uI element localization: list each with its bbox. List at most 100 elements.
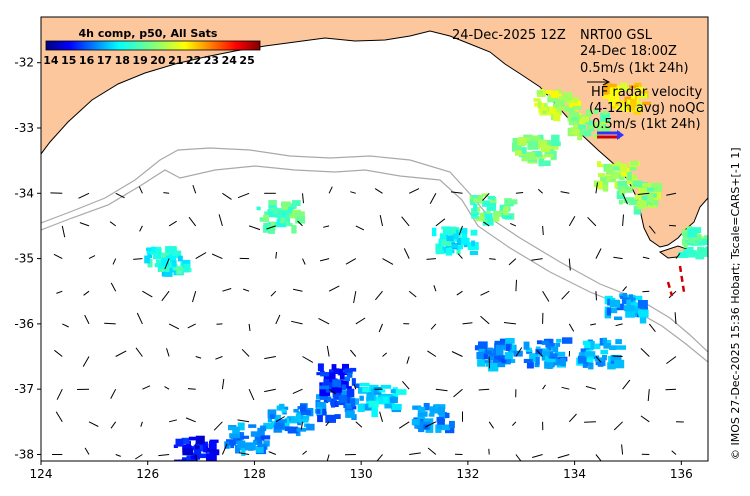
sst-patch: [602, 82, 651, 115]
y-axis: -32 -33 -34 -35 -36 -37 -38: [14, 56, 41, 461]
current-vector: [666, 356, 677, 365]
hf-radar-track: [666, 265, 686, 297]
current-vector: [166, 348, 170, 357]
colorbar-title: 4h comp, p50, All Sats: [79, 27, 218, 40]
colorbar-tick-label: 19: [132, 54, 147, 67]
y-tick-label: -33: [14, 121, 34, 135]
current-vector: [532, 454, 543, 458]
hf-title-label: HF radar velocity: [591, 85, 703, 100]
current-vector: [622, 193, 628, 205]
current-vector: [568, 323, 575, 332]
credit-label: © IMOS 27-Dec-2025 15:36 Hobart; Tscale=…: [729, 147, 742, 460]
current-vector: [355, 421, 363, 428]
sst-patch: [469, 193, 518, 226]
current-vector: [515, 454, 522, 461]
sst-patch: [357, 382, 407, 418]
current-vector: [355, 317, 366, 325]
current-vector: [164, 386, 170, 390]
sst-patch: [678, 226, 708, 260]
current-vector: [478, 388, 490, 391]
current-vector: [211, 253, 223, 260]
current-vector: [275, 416, 285, 423]
current-vector: [140, 421, 143, 427]
current-vector: [382, 258, 394, 265]
current-vector: [613, 256, 623, 260]
sst-patch: [411, 403, 455, 434]
current-vector: [115, 454, 121, 457]
sst-patch: [316, 363, 360, 398]
current-vector: [542, 384, 546, 390]
current-vector: [508, 258, 517, 266]
current-vector: [557, 454, 570, 459]
current-vector: [243, 288, 250, 292]
current-vector: [450, 191, 463, 194]
current-vector: [187, 388, 196, 390]
station-label: NRT00 GSL: [580, 28, 653, 43]
current-vector: [542, 290, 550, 302]
y-tick-label: -34: [14, 186, 34, 200]
colorbar-tick-label: 25: [239, 54, 254, 67]
current-vector: [568, 258, 571, 271]
current-vector: [622, 286, 627, 292]
hf-subtitle-label: (4-12h avg) noQC: [589, 101, 705, 116]
current-vector: [429, 193, 437, 205]
current-vector: [53, 253, 63, 260]
current-vector: [648, 225, 656, 234]
current-vector: [237, 419, 250, 423]
current-vector: [213, 421, 223, 431]
current-vector: [401, 216, 410, 227]
current-vector: [241, 348, 250, 357]
current-vector: [297, 220, 303, 227]
current-vector: [88, 255, 96, 260]
current-vector: [133, 258, 143, 260]
current-vector: [138, 186, 143, 194]
x-tick-label: 124: [30, 467, 53, 481]
current-vector: [669, 224, 677, 227]
current-vector: [427, 447, 437, 455]
current-vector: [248, 323, 251, 332]
current-vector: [568, 216, 576, 227]
current-vector: [192, 184, 197, 194]
current-vector: [637, 192, 650, 195]
sst-patch: [604, 292, 649, 324]
land-area: [41, 17, 708, 248]
current-vector: [215, 356, 223, 360]
current-vector: [665, 388, 677, 391]
current-vector: [642, 256, 650, 260]
current-vector: [168, 323, 180, 330]
current-vector: [425, 421, 437, 428]
current-vector: [453, 388, 463, 398]
current-vector: [406, 356, 410, 364]
current-vector: [84, 314, 90, 325]
current-vector: [88, 421, 99, 427]
current-vector: [275, 314, 281, 325]
current-vector: [218, 214, 223, 227]
current-vector: [560, 191, 570, 194]
current-vector: [318, 317, 330, 325]
current-vector: [457, 253, 463, 259]
current-vector: [435, 388, 448, 392]
current-vector: [54, 349, 63, 357]
current-vector: [78, 192, 90, 199]
current-vector: [323, 225, 330, 228]
current-vector: [595, 182, 598, 194]
x-tick-label: 130: [350, 467, 373, 481]
current-vector: [293, 288, 303, 292]
current-vector: [451, 351, 463, 357]
current-vector: [239, 452, 250, 455]
current-vector: [168, 419, 178, 423]
current-vector: [82, 356, 90, 367]
colorbar-tick-label: 15: [61, 54, 76, 67]
x-tick-label: 132: [456, 467, 479, 481]
colorbar-tick-label: 23: [204, 54, 219, 67]
date-label: 24-Dec-2025 12Z: [452, 28, 566, 43]
x-axis: 124 126 128 130 132 134 136: [30, 461, 693, 481]
current-vector: [221, 378, 225, 390]
current-vector: [408, 188, 420, 194]
current-vector: [595, 248, 602, 259]
current-vector: [480, 290, 490, 296]
x-tick-label: 126: [136, 467, 159, 481]
current-vector: [266, 225, 276, 230]
current-vector: [195, 356, 202, 359]
